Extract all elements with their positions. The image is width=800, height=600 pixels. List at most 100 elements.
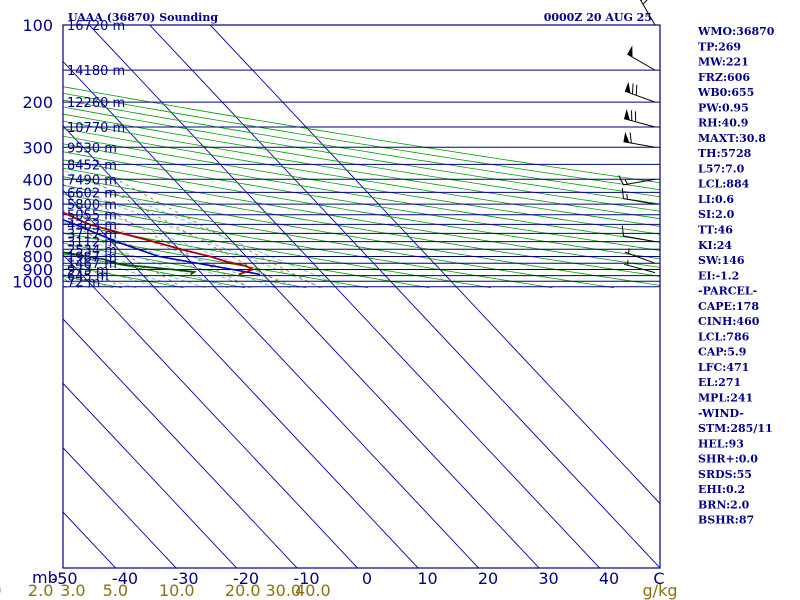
pressure-tick-label: 900 bbox=[22, 261, 53, 280]
height-label: 6602 m bbox=[67, 186, 117, 201]
dry-adiabat-line bbox=[63, 120, 660, 220]
height-label: 1467 m bbox=[67, 257, 117, 272]
pressure-tick-label: 300 bbox=[22, 138, 53, 157]
isotherm-line bbox=[63, 189, 419, 568]
pressure-tick-label: 1000 bbox=[12, 272, 53, 291]
mixing-ratio-tick-label: 3.0 bbox=[60, 581, 85, 600]
index-line: -WIND- bbox=[698, 407, 744, 420]
index-line: EI:-1.2 bbox=[698, 269, 739, 282]
moist-adiabat-line bbox=[63, 251, 183, 289]
index-line: EHI:0.2 bbox=[698, 483, 745, 496]
pressure-tick-label: 200 bbox=[22, 93, 53, 112]
temperature-tick-label: -20 bbox=[233, 569, 259, 588]
mixing-ratio-tick-label: 30.0 bbox=[265, 581, 301, 600]
dry-adiabat-line bbox=[63, 135, 660, 235]
temperature-trace bbox=[63, 211, 255, 276]
barb-staff bbox=[623, 178, 656, 186]
barb-feather bbox=[635, 84, 638, 96]
index-line: EL:271 bbox=[698, 376, 741, 389]
index-line: WB0:655 bbox=[697, 86, 754, 99]
height-label: 8452 m bbox=[67, 158, 117, 173]
barb-half-feather bbox=[624, 179, 628, 185]
index-line: LCL:786 bbox=[698, 330, 750, 343]
index-line: SI:2.0 bbox=[698, 208, 735, 221]
barb-staff bbox=[623, 263, 656, 274]
pressure-tick-label: 500 bbox=[22, 195, 53, 214]
dry-adiabat-line bbox=[63, 222, 430, 289]
index-line: MPL:241 bbox=[698, 391, 753, 404]
index-line: TT:46 bbox=[698, 224, 733, 237]
height-label: 3112 m bbox=[67, 236, 117, 251]
temperature-unit-label: C bbox=[653, 569, 664, 588]
indices-panel: WMO:36870 TP:269 MW:221 FRZ:606 WB0:655 PW:0.… bbox=[697, 25, 775, 527]
temperature-tick-label: 30 bbox=[538, 569, 558, 588]
index-line: LCL:884 bbox=[698, 178, 750, 191]
barb-feather bbox=[642, 0, 648, 5]
wind-barb-icon bbox=[621, 225, 656, 243]
temperature-tick-label: 20 bbox=[478, 569, 498, 588]
barb-staff bbox=[627, 53, 656, 71]
index-line: SW:146 bbox=[698, 254, 745, 267]
plot-area bbox=[0, 25, 660, 568]
height-label: 16720 m bbox=[67, 19, 125, 34]
barb-feather bbox=[631, 83, 634, 94]
temperature-tick-label: 0 bbox=[362, 569, 372, 588]
height-label: 645 m bbox=[67, 270, 109, 285]
barb-staff bbox=[639, 0, 656, 26]
temperature-tick-label: -30 bbox=[172, 569, 198, 588]
height-label: 2534 m bbox=[67, 243, 117, 258]
index-line: CINH:460 bbox=[698, 315, 760, 328]
mixing-ratio-tick-label: 20.0 bbox=[225, 581, 261, 600]
index-line: SHR+:0.0 bbox=[698, 453, 758, 466]
barb-staff bbox=[623, 198, 656, 205]
pressure-tick-label: 700 bbox=[22, 233, 53, 252]
barb-pennant bbox=[623, 131, 630, 143]
index-line: FRZ:606 bbox=[698, 71, 750, 84]
wind-barb-icon bbox=[623, 109, 656, 128]
dry-adiabat-line bbox=[63, 143, 660, 243]
moist-adiabat-line bbox=[63, 209, 276, 289]
wind-barb-icon bbox=[623, 131, 656, 148]
wind-barbs bbox=[618, 0, 656, 274]
index-line: BRN:2.0 bbox=[698, 498, 750, 511]
temperature-tick-label: -10 bbox=[293, 569, 319, 588]
dry-adiabat-line bbox=[63, 151, 660, 251]
pressure-tick-label: 100 bbox=[22, 16, 53, 35]
index-line: -PARCEL- bbox=[698, 285, 757, 298]
height-label: 5800 m bbox=[67, 198, 117, 213]
index-line: RH:40.9 bbox=[698, 117, 748, 130]
isotherm-line bbox=[63, 125, 480, 568]
index-line: TH:5728 bbox=[698, 147, 752, 160]
index-line: TP:269 bbox=[698, 40, 741, 53]
height-label: 9530 m bbox=[67, 141, 117, 156]
wind-barb-icon bbox=[623, 260, 656, 274]
barb-pennant bbox=[627, 45, 633, 58]
plot-frame bbox=[62, 24, 661, 569]
dry-adiabat-line bbox=[63, 113, 660, 212]
isotherm-line bbox=[209, 25, 660, 505]
index-line: L57:7.0 bbox=[698, 162, 745, 175]
height-label: 5055 m bbox=[67, 209, 117, 224]
temperature-tick-label: -50 bbox=[51, 569, 77, 588]
wind-barb-icon bbox=[624, 81, 656, 103]
index-line: WMO:36870 bbox=[697, 25, 775, 38]
height-label: 3717 m bbox=[67, 227, 117, 242]
wind-barb-icon bbox=[618, 175, 656, 186]
dry-adiabat-line bbox=[63, 92, 660, 191]
height-label: 4363 m bbox=[67, 218, 117, 233]
barb-staff bbox=[623, 118, 656, 128]
barb-pennant bbox=[624, 81, 631, 94]
index-line: MAXT:30.8 bbox=[698, 132, 766, 145]
station-title: UAAA (36870) Sounding bbox=[68, 11, 218, 24]
barb-staff bbox=[624, 251, 656, 264]
dry-adiabat-line bbox=[63, 106, 660, 205]
mixing-ratio-tick-label: 5.0 bbox=[103, 581, 128, 600]
height-label: 12260 m bbox=[67, 96, 125, 111]
moist-adiabat-line bbox=[0, 70, 20, 288]
mixing-ratio-tick-label: 1.0 bbox=[0, 581, 2, 600]
barb-staff bbox=[623, 235, 656, 243]
isotherm-line bbox=[63, 253, 359, 568]
temperature-tick-label: 10 bbox=[417, 569, 437, 588]
moist-adiabat-line bbox=[63, 169, 347, 289]
